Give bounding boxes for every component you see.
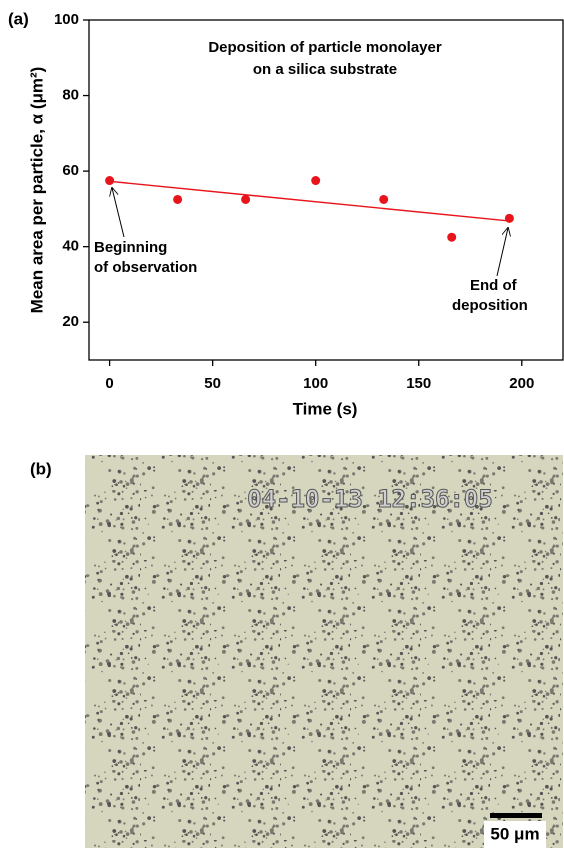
annotation: Beginning — [94, 239, 167, 256]
y-axis-label: Mean area per particle, α (μm²) — [27, 67, 46, 314]
panel-label: (a) — [8, 9, 29, 28]
chart-title: Deposition of particle monolayer — [208, 39, 442, 56]
timestamp: 04-10-13 12:36:05 — [247, 485, 493, 513]
scale-label: 50 μm — [490, 824, 539, 843]
x-tick-label: 50 — [204, 375, 221, 392]
x-tick-label: 200 — [509, 375, 534, 392]
panel-label: (b) — [30, 459, 52, 478]
scale-label-box — [484, 821, 546, 848]
data-point — [504, 213, 514, 223]
annotation: deposition — [452, 297, 528, 314]
x-axis-label: Time (s) — [293, 399, 358, 418]
annotation-arrow — [112, 188, 125, 238]
scale-bar — [490, 813, 542, 818]
x-tick-label: 150 — [406, 375, 431, 392]
data-point — [311, 176, 321, 186]
y-tick-label: 80 — [62, 87, 79, 104]
annotation: End of — [470, 277, 518, 294]
y-tick-label: 100 — [54, 11, 79, 28]
x-tick-label: 100 — [303, 375, 328, 392]
annotation: of observation — [94, 259, 197, 276]
data-point — [173, 194, 183, 204]
plot-frame — [88, 19, 564, 361]
x-tick-label: 0 — [105, 375, 113, 392]
annotation-arrow — [496, 228, 508, 277]
y-tick-label: 20 — [62, 313, 79, 330]
data-point — [447, 232, 457, 242]
micrograph-particles — [85, 455, 563, 848]
fit-line — [109, 180, 510, 222]
chart-title: on a silica substrate — [253, 61, 397, 78]
y-tick-label: 40 — [62, 238, 79, 255]
y-tick-label: 60 — [62, 162, 79, 179]
data-point — [105, 176, 115, 186]
data-point — [379, 194, 389, 204]
data-point — [241, 194, 251, 204]
